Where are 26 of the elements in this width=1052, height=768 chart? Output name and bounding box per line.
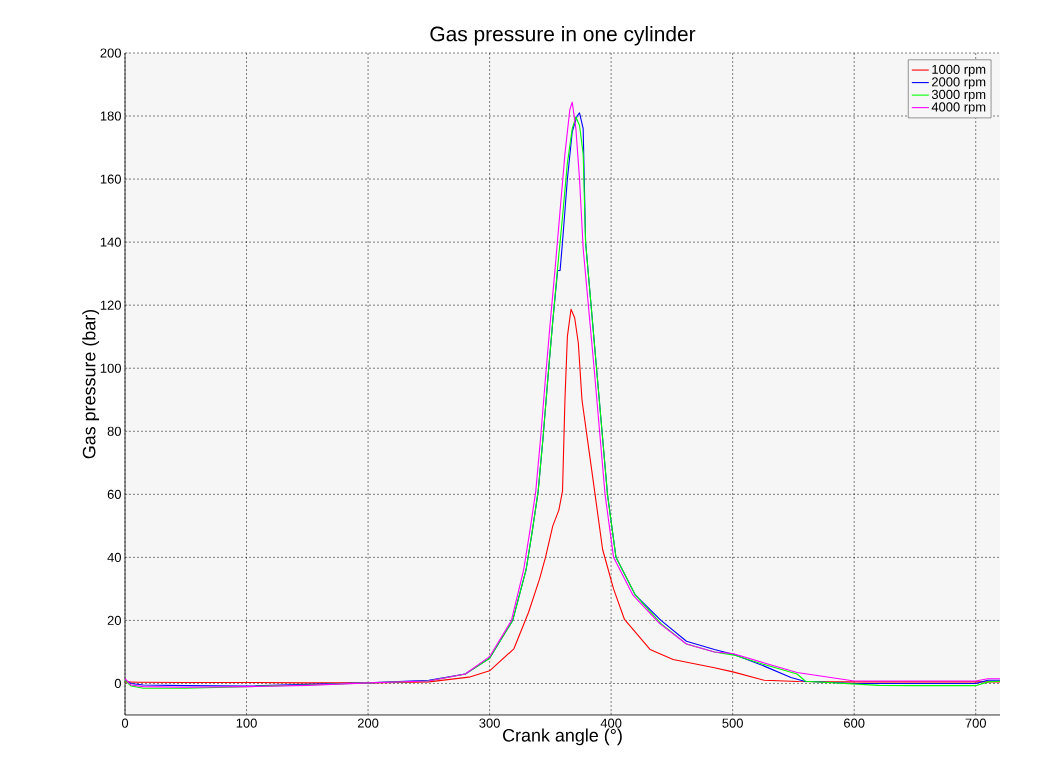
x-tick-label: 700	[965, 718, 987, 728]
legend-label: 3000 rpm	[931, 89, 986, 102]
y-tick-label: 0	[114, 678, 121, 689]
y-tick-label: 180	[100, 111, 121, 121]
y-tick-label: 160	[100, 174, 121, 184]
y-tick-label: 40	[107, 552, 121, 562]
legend-label: 1000 rpm	[932, 64, 986, 77]
x-tick-label: 0	[121, 718, 129, 728]
x-tick-label: 300	[479, 718, 500, 728]
legend-label: 4000 rpm	[931, 102, 986, 115]
y-axis-title: Gas pressure (bar)	[82, 309, 100, 459]
x-tick-label: 200	[357, 718, 379, 728]
x-axis-title: Crank angle (°)	[503, 728, 622, 746]
legend-label: 2000 rpm	[932, 77, 986, 90]
chart-title: Gas pressure in one cylinder	[430, 25, 696, 46]
y-tick-label: 80	[107, 426, 121, 436]
y-tick-label: 140	[100, 237, 121, 247]
y-tick-label: 100	[100, 363, 121, 373]
x-tick-label: 500	[722, 718, 743, 728]
x-tick-label: 400	[600, 718, 622, 728]
x-tick-label: 600	[844, 718, 865, 728]
y-tick-label: 60	[107, 489, 121, 499]
x-tick-label: 100	[236, 718, 257, 728]
y-tick-label: 120	[100, 300, 121, 310]
y-tick-label: 200	[100, 48, 121, 58]
y-tick-label: 20	[107, 615, 121, 625]
